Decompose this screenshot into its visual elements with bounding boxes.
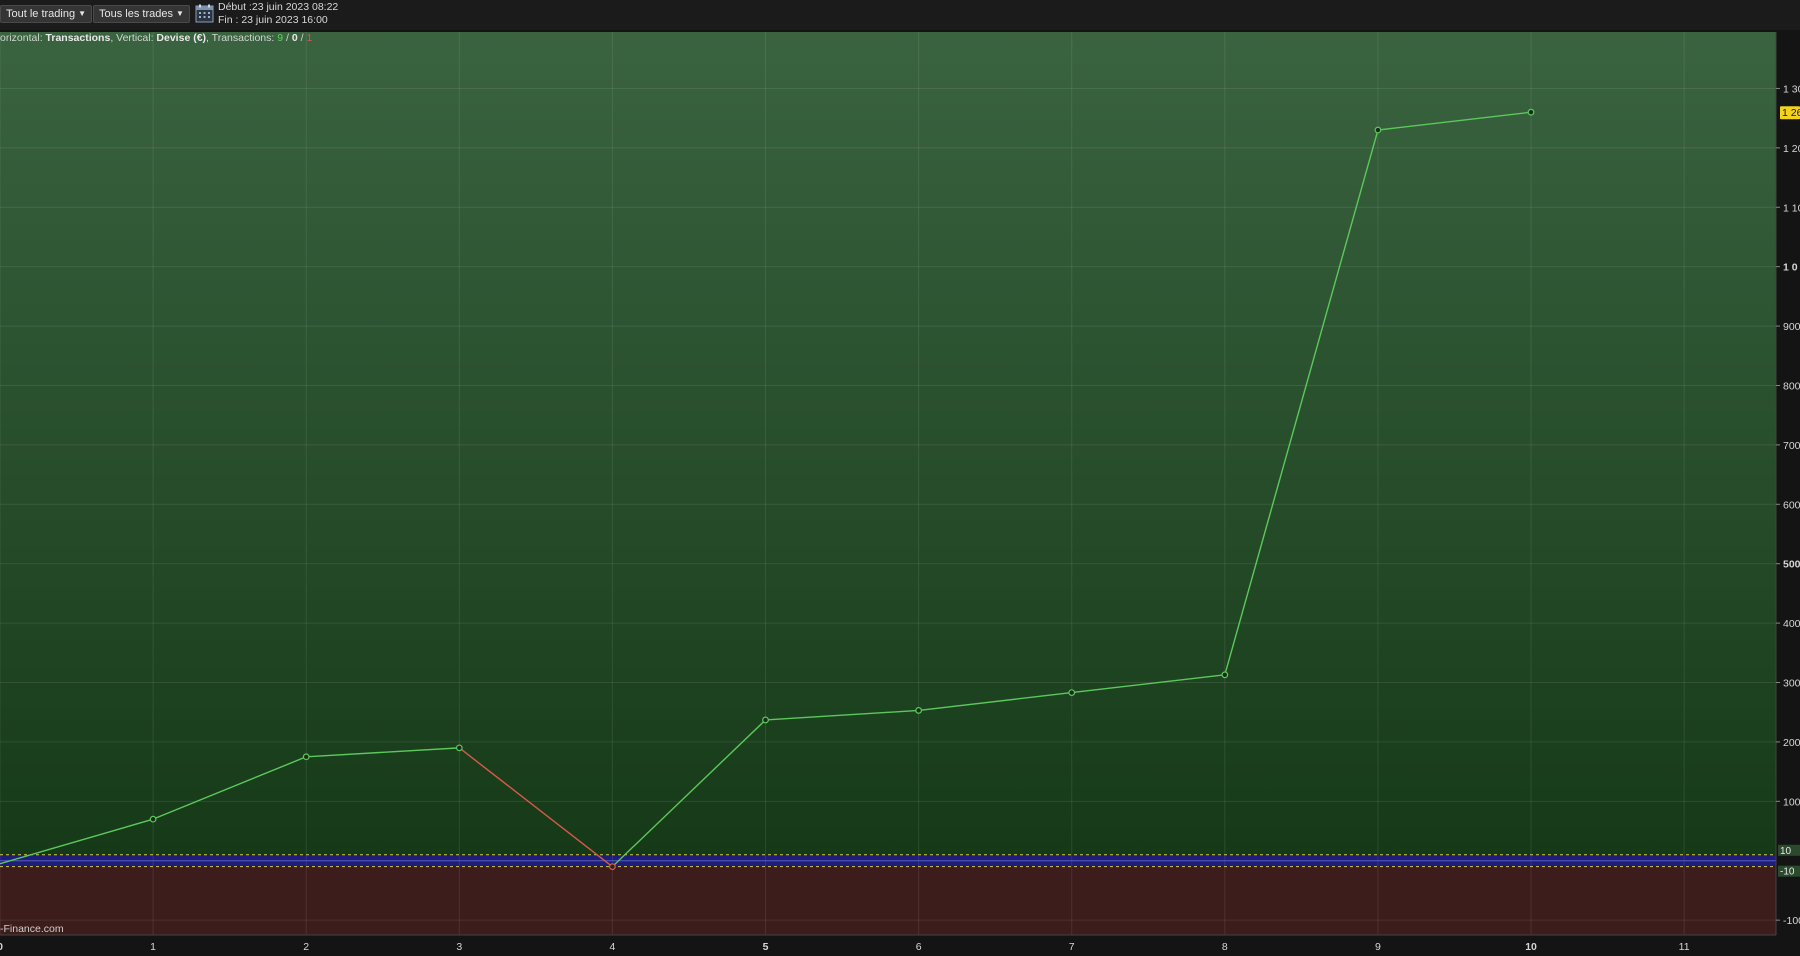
last-value-label: 1 26 [1782,107,1800,119]
transactions-prefix: , Transactions: [206,32,278,44]
y-tick-label: 600 [1783,499,1800,511]
equity-line-segment [918,691,1072,712]
losing-count: 1 [306,32,313,44]
chart-info-line: orizontal: Transactions, Vertical: Devis… [0,32,313,44]
chevron-down-icon: ▼ [78,9,87,18]
equity-line-segment [611,719,767,868]
threshold-label-lower: -10 [1780,867,1795,878]
y-tick-label: 1 0 [1783,262,1798,274]
winning-count: 9 [277,32,284,44]
x-tick-label: 3 [456,941,462,953]
x-axis-panel [0,935,1800,956]
vertical-value: Devise (€) [156,32,207,44]
horizontal-prefix: orizontal: [0,32,46,44]
y-tick-label: -100 [1783,915,1800,927]
trades-filter-dropdown[interactable]: Tous les trades ▼ [93,5,190,23]
x-tick-label: 11 [1679,941,1690,953]
equity-line-segment [0,818,154,865]
end-date: Fin : 23 juin 2023 16:00 [218,14,328,26]
equity-point [762,716,769,724]
equity-point [149,815,157,823]
y-axis-panel [1776,30,1800,956]
y-tick-label: 1 20 [1783,143,1800,155]
vertical-prefix: , Vertical: [110,32,157,44]
neutral-count: 0 [291,32,298,44]
equity-line-segment [306,747,460,758]
equity-point [609,863,616,871]
y-tick-label: 100 [1783,796,1800,808]
y-tick-label: 300 [1783,678,1800,690]
equity-line-segment [458,747,613,868]
start-date: Début :23 juin 2023 08:22 [218,1,339,13]
threshold-label-upper: 10 [1780,846,1792,857]
equity-point [455,744,463,752]
x-tick-label: 1 [150,941,156,953]
threshold-badge-upper [1778,844,1800,856]
trading-range-dropdown[interactable]: Tout le trading ▼ [0,5,93,23]
trading-range-label: Tout le trading [6,8,76,20]
x-tick-label: 2 [303,941,309,953]
toolbar: Tout le trading ▼ Tous les trades ▼ Début … [0,0,1800,31]
horizontal-value: Transactions [45,32,111,44]
x-tick-label: 9 [1375,941,1381,953]
y-tick-label: 800 [1783,380,1800,392]
x-tick-label: 10 [1525,941,1537,953]
threshold-badge-lower [1778,865,1800,877]
equity-point [1068,689,1076,697]
chevron-down-icon: ▼ [175,9,184,18]
x-tick-label: 0 [0,941,3,953]
y-tick-label: 1 30 [1783,83,1800,95]
equity-point [1221,671,1229,679]
calendar-icon[interactable] [195,4,214,23]
equity-line-segment [1071,674,1225,694]
equity-point [302,753,310,761]
equity-line-segment [152,756,307,820]
x-tick-label: 6 [916,941,922,953]
last-value-badge [1780,106,1800,120]
equity-line-segment [1377,111,1532,131]
equity-chart-svg: 1 301 201 101 09008007006005004003002001… [0,30,1800,956]
y-tick-label: 900 [1783,321,1800,333]
y-tick-label: 400 [1783,618,1800,630]
y-tick-label: 500 [1783,559,1800,571]
equity-point [1527,108,1535,116]
y-tick-label: 1 10 [1783,202,1800,214]
trades-filter-label: Tous les trades [99,8,173,20]
equity-line-segment [765,709,919,721]
x-tick-label: 5 [763,941,769,953]
equity-line-segment [1224,129,1379,675]
y-tick-label: 200 [1783,737,1800,749]
x-tick-label: 4 [609,941,615,953]
negative-zone [0,866,1776,935]
equity-point [1374,126,1382,134]
x-tick-label: 8 [1222,941,1228,953]
equity-chart: 1 301 201 101 09008007006005004003002001… [0,30,1800,956]
watermark: -Finance.com [0,923,64,935]
y-tick-label: 700 [1783,440,1800,452]
positive-zone [0,32,1776,855]
x-tick-label: 7 [1069,941,1075,953]
equity-point [915,707,923,714]
